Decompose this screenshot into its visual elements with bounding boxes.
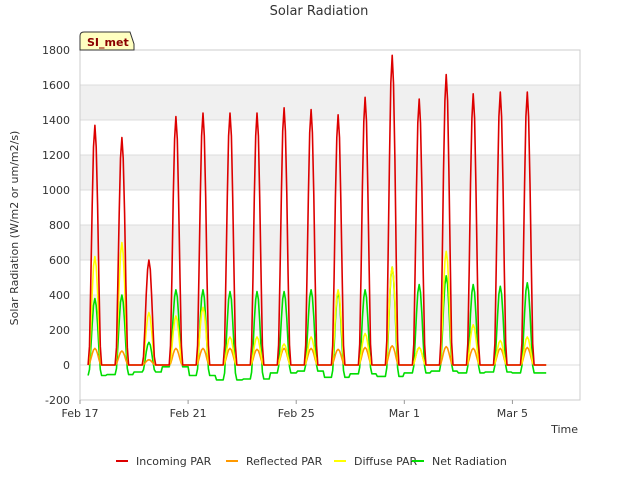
y-tick-label: 600: [49, 254, 70, 267]
y-tick-label: 200: [49, 324, 70, 337]
series-line-incoming-par: [87, 54, 547, 366]
background-band: [80, 155, 580, 190]
x-axis-ticks: Feb 17 Feb 21 Feb 25 Mar 1 Mar 5: [62, 400, 528, 420]
y-tick-label: 1400: [42, 114, 70, 127]
x-tick-label: Mar 1: [389, 407, 420, 420]
site-label: SI_met: [87, 36, 129, 49]
legend-label: Diffuse PAR: [354, 455, 418, 468]
site-badge-shape: [79, 31, 135, 51]
series-line-net-radiation: [87, 266, 547, 381]
x-tick-label: Feb 17: [62, 407, 99, 420]
x-tick-label: Mar 5: [497, 407, 528, 420]
y-tick-label: 1800: [42, 44, 70, 57]
chart-title: Solar Radiation: [270, 4, 369, 19]
y-axis-ticks: -200 0 200 400 600 800 1000 1200 1400 1600 1800: [42, 44, 70, 407]
legend: Incoming PAR Reflected PAR Diffuse PAR Net …: [116, 455, 507, 468]
legend-label: Net Radiation: [432, 455, 507, 468]
legend-label: Incoming PAR: [136, 455, 212, 468]
x-tick-label: Feb 21: [170, 407, 207, 420]
legend-label: Reflected PAR: [246, 455, 323, 468]
y-tick-label: 1000: [42, 184, 70, 197]
background-band: [80, 225, 580, 260]
y-tick-label: 1200: [42, 149, 70, 162]
site-label-badge: SI_met: [79, 31, 135, 51]
y-tick-label: 400: [49, 289, 70, 302]
y-tick-label: 800: [49, 219, 70, 232]
y-tick-label: 0: [63, 359, 70, 372]
plot-frame: [79, 49, 581, 401]
x-axis-label: Time: [550, 423, 578, 436]
y-tick-label: 1600: [42, 79, 70, 92]
background-band: [80, 85, 580, 120]
series-lines: [87, 54, 547, 381]
y-axis-label: Solar Radiation (W/m2 or um/m2/s): [8, 131, 21, 326]
y-tick-label: -200: [45, 394, 70, 407]
x-tick-label: Feb 25: [278, 407, 315, 420]
